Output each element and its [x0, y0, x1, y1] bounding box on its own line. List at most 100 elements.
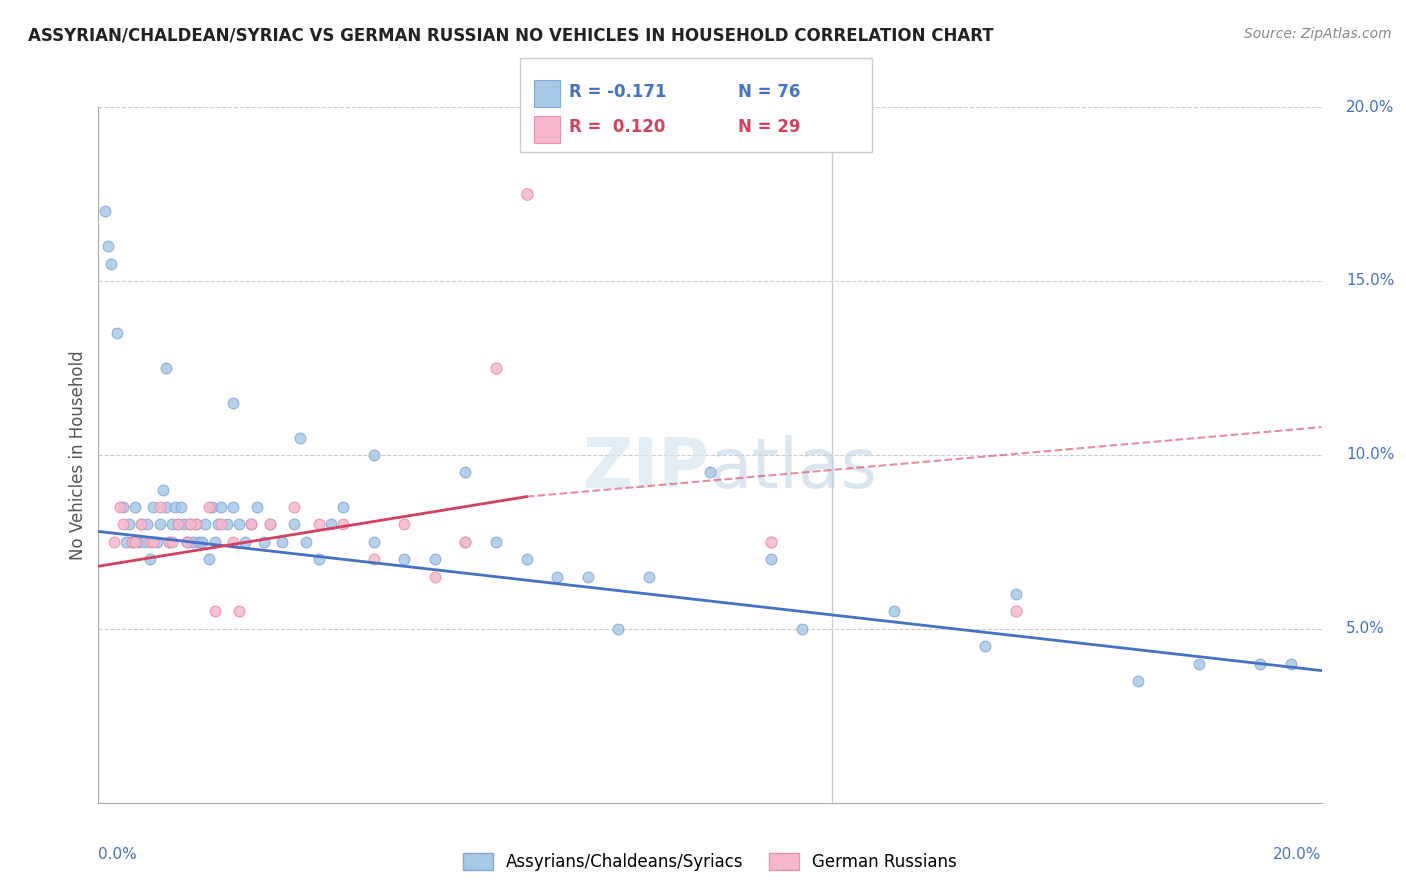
Point [186, 517, 208, 532]
Point [209, 517, 232, 532]
Point [1279, 657, 1302, 671]
Point [215, 517, 238, 532]
Text: 20.0%: 20.0% [1274, 847, 1322, 863]
Point [179, 517, 201, 532]
Point [118, 517, 141, 532]
Point [121, 534, 143, 549]
Point [283, 500, 305, 514]
Point [155, 360, 177, 375]
Point [423, 570, 446, 584]
Point [176, 534, 198, 549]
Point [163, 500, 186, 514]
Point [1128, 674, 1150, 689]
Point [1188, 657, 1211, 671]
Point [332, 500, 354, 514]
Point [319, 517, 342, 532]
Point [270, 534, 294, 549]
Text: 5.0%: 5.0% [1346, 622, 1385, 636]
Point [111, 517, 134, 532]
Point [127, 534, 149, 549]
Point [149, 517, 172, 532]
Point [283, 517, 305, 532]
Point [173, 517, 195, 532]
Point [240, 517, 263, 532]
Point [155, 500, 177, 514]
Point [100, 256, 122, 270]
Point [129, 517, 152, 532]
Point [170, 500, 193, 514]
Point [142, 500, 165, 514]
Text: ZIP: ZIP [582, 435, 710, 502]
Point [176, 534, 198, 549]
Point [124, 500, 146, 514]
Point [295, 534, 318, 549]
Point [181, 534, 204, 549]
Point [167, 517, 190, 532]
Point [233, 534, 256, 549]
Point [188, 534, 211, 549]
Point [576, 570, 599, 584]
Text: 20.0%: 20.0% [1346, 100, 1395, 114]
Point [761, 552, 783, 566]
Point [222, 534, 245, 549]
Point [93, 204, 115, 219]
Point [222, 395, 245, 409]
Point [152, 483, 174, 497]
Point [191, 534, 214, 549]
Point [115, 534, 138, 549]
Point [637, 570, 661, 584]
Point [290, 430, 312, 444]
Y-axis label: No Vehicles in Household: No Vehicles in Household [69, 350, 87, 560]
Point [134, 534, 156, 549]
Point [516, 552, 538, 566]
Text: N = 76: N = 76 [738, 83, 800, 101]
Point [194, 517, 217, 532]
Point [149, 500, 172, 514]
Point [204, 534, 226, 549]
Point [332, 517, 354, 532]
Point [883, 605, 905, 619]
Point [761, 534, 783, 549]
Point [308, 552, 330, 566]
Text: 10.0%: 10.0% [1346, 448, 1395, 462]
Text: N = 29: N = 29 [738, 118, 800, 136]
Point [157, 534, 180, 549]
Point [1004, 605, 1026, 619]
Text: R =  0.120: R = 0.120 [569, 118, 666, 136]
Point [124, 534, 146, 549]
Text: 0.0%: 0.0% [98, 847, 138, 863]
Point [607, 622, 630, 636]
Text: ASSYRIAN/CHALDEAN/SYRIAC VS GERMAN RUSSIAN NO VEHICLES IN HOUSEHOLD CORRELATION : ASSYRIAN/CHALDEAN/SYRIAC VS GERMAN RUSSI… [28, 27, 994, 45]
Point [240, 517, 263, 532]
Point [157, 534, 180, 549]
Point [974, 639, 997, 653]
Point [209, 500, 232, 514]
Point [516, 186, 538, 201]
Point [197, 500, 219, 514]
Text: Source: ZipAtlas.com: Source: ZipAtlas.com [1244, 27, 1392, 41]
Point [121, 534, 143, 549]
Point [423, 552, 446, 566]
Point [246, 500, 269, 514]
Point [204, 605, 226, 619]
Point [699, 466, 721, 480]
Point [105, 326, 128, 340]
Point [485, 360, 508, 375]
Point [454, 534, 477, 549]
Text: atlas: atlas [710, 435, 877, 502]
Point [160, 517, 183, 532]
Point [207, 517, 229, 532]
Point [139, 552, 162, 566]
Point [186, 517, 208, 532]
Point [790, 622, 813, 636]
Point [308, 517, 330, 532]
Point [1250, 657, 1272, 671]
Point [222, 500, 245, 514]
Point [252, 534, 274, 549]
Point [363, 534, 385, 549]
Point [228, 517, 250, 532]
Point [142, 534, 165, 549]
Point [145, 534, 167, 549]
Text: R = -0.171: R = -0.171 [569, 83, 666, 101]
Point [363, 552, 385, 566]
